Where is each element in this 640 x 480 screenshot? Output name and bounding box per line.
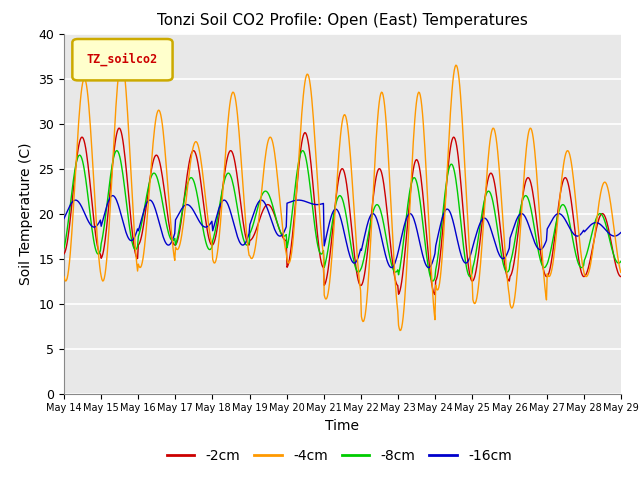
X-axis label: Time: Time xyxy=(325,419,360,433)
Title: Tonzi Soil CO2 Profile: Open (East) Temperatures: Tonzi Soil CO2 Profile: Open (East) Temp… xyxy=(157,13,528,28)
FancyBboxPatch shape xyxy=(72,39,173,80)
Text: TZ_soilco2: TZ_soilco2 xyxy=(87,53,158,66)
Legend: -2cm, -4cm, -8cm, -16cm: -2cm, -4cm, -8cm, -16cm xyxy=(161,443,517,468)
Y-axis label: Soil Temperature (C): Soil Temperature (C) xyxy=(19,143,33,285)
